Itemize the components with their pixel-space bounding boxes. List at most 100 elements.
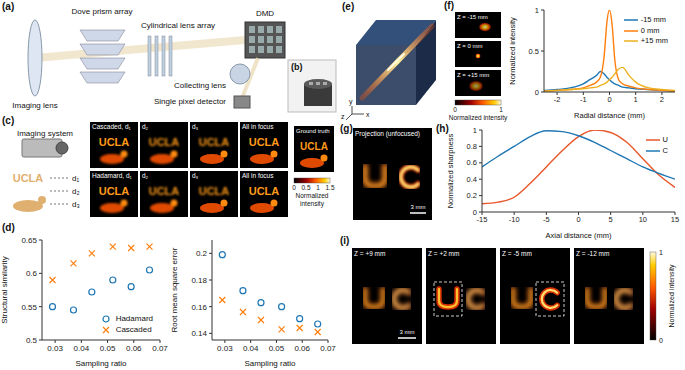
svg-text:0.5: 0.5 (529, 47, 539, 56)
svg-text:1: 1 (659, 249, 663, 256)
svg-text:UCLA: UCLA (249, 185, 280, 197)
svg-text:d₁: d₁ (72, 174, 79, 183)
svg-text:0.2: 0.2 (467, 191, 477, 200)
svg-text:1: 1 (535, 6, 539, 15)
svg-text:-5: -5 (543, 215, 550, 224)
svg-text:DMD: DMD (256, 9, 274, 18)
svg-text:z: z (341, 113, 345, 120)
svg-text:UCLA: UCLA (149, 136, 180, 148)
svg-text:0.5: 0.5 (26, 336, 38, 345)
svg-text:0.6: 0.6 (26, 269, 38, 278)
svg-text:UCLA: UCLA (249, 136, 280, 148)
svg-text:Imaging lens: Imaging lens (12, 101, 57, 110)
svg-text:Single pixel detector: Single pixel detector (154, 97, 226, 106)
svg-text:1: 1 (634, 95, 638, 104)
svg-text:d₂: d₂ (142, 172, 149, 179)
svg-text:Root mean square error: Root mean square error (170, 247, 179, 332)
svg-text:0.5: 0.5 (301, 184, 310, 191)
svg-text:intensity: intensity (300, 200, 325, 208)
svg-text:UCLA: UCLA (199, 136, 230, 148)
svg-text:Z = 0 mm: Z = 0 mm (457, 43, 483, 49)
svg-text:Structural similarity: Structural similarity (0, 256, 9, 324)
svg-text:0.2: 0.2 (196, 249, 208, 258)
svg-text:d₃: d₃ (192, 123, 199, 130)
svg-text:0.18: 0.18 (191, 276, 207, 285)
svg-text:(g): (g) (340, 123, 353, 134)
svg-text:0.65: 0.65 (21, 236, 37, 245)
svg-text:Imaging system: Imaging system (17, 129, 73, 138)
svg-text:3 mm: 3 mm (411, 204, 426, 210)
svg-text:2: 2 (660, 95, 664, 104)
svg-text:Z = -5 mm: Z = -5 mm (502, 250, 532, 257)
svg-text:0.07: 0.07 (320, 344, 336, 353)
svg-text:0.07: 0.07 (152, 344, 168, 353)
svg-text:Normalized intensity: Normalized intensity (508, 17, 517, 85)
svg-text:Sampling ratio: Sampling ratio (244, 359, 296, 368)
svg-text:d₃: d₃ (72, 200, 80, 209)
svg-text:Dove prism array: Dove prism array (72, 7, 133, 16)
svg-text:UCLA: UCLA (149, 185, 180, 197)
svg-text:UCLA: UCLA (99, 136, 130, 148)
svg-text:Z = +2 mm: Z = +2 mm (428, 250, 459, 257)
svg-text:Normalized intensity: Normalized intensity (449, 114, 508, 122)
svg-text:Normalized: Normalized (296, 192, 329, 199)
svg-text:1.5: 1.5 (325, 184, 334, 191)
svg-text:Z = +9 mm: Z = +9 mm (354, 250, 385, 257)
svg-text:Ground truth: Ground truth (296, 128, 330, 134)
svg-text:(i): (i) (340, 235, 349, 246)
svg-text:0.03: 0.03 (217, 344, 233, 353)
svg-text:UCLA: UCLA (99, 185, 130, 197)
svg-text:0.04: 0.04 (74, 344, 90, 353)
svg-text:0: 0 (473, 208, 477, 217)
svg-text:0: 0 (659, 337, 663, 344)
svg-text:5: 5 (609, 215, 613, 224)
svg-text:(h): (h) (436, 123, 449, 134)
svg-text:(f): (f) (444, 0, 454, 11)
svg-text:0.8: 0.8 (467, 142, 477, 151)
svg-text:All in focus: All in focus (242, 172, 274, 179)
svg-text:0.06: 0.06 (126, 344, 142, 353)
svg-text:Collecting lens: Collecting lens (174, 81, 226, 90)
svg-text:10: 10 (639, 215, 647, 224)
svg-text:(c): (c) (2, 115, 14, 126)
svg-text:UCLA: UCLA (13, 172, 44, 184)
svg-text:(a): (a) (2, 1, 14, 12)
svg-text:0.06: 0.06 (294, 344, 310, 353)
svg-text:-10: -10 (509, 215, 520, 224)
svg-text:Radial distance (mm): Radial distance (mm) (574, 111, 645, 120)
svg-text:(d): (d) (2, 222, 15, 233)
svg-text:1: 1 (499, 106, 503, 113)
svg-text:UCLA: UCLA (300, 141, 328, 152)
svg-text:0: 0 (576, 215, 580, 224)
svg-text:-15: -15 (477, 215, 488, 224)
svg-text:Cascaded, d₁: Cascaded, d₁ (92, 123, 131, 130)
svg-text:-1: -1 (580, 95, 587, 104)
svg-text:d₃: d₃ (192, 172, 199, 179)
svg-text:0.05: 0.05 (269, 344, 285, 353)
svg-text:0: 0 (453, 106, 457, 113)
svg-text:Z = +15 mm: Z = +15 mm (457, 72, 489, 78)
svg-text:0.05: 0.05 (100, 344, 116, 353)
svg-text:x: x (366, 111, 370, 118)
svg-text:-2: -2 (554, 95, 561, 104)
svg-text:Sampling ratio: Sampling ratio (75, 359, 127, 368)
svg-text:0: 0 (292, 184, 296, 191)
svg-text:Axial distance (mm): Axial distance (mm) (546, 231, 612, 240)
svg-text:Projection (unfocused): Projection (unfocused) (355, 130, 420, 138)
svg-text:d₂: d₂ (72, 187, 80, 196)
svg-text:0: 0 (607, 95, 611, 104)
svg-text:0.4: 0.4 (467, 175, 477, 184)
svg-text:(e): (e) (342, 1, 354, 12)
svg-text:0.03: 0.03 (47, 344, 63, 353)
svg-text:0.14: 0.14 (191, 329, 207, 338)
svg-text:3 mm: 3 mm (400, 329, 415, 335)
svg-text:0.04: 0.04 (243, 344, 259, 353)
svg-text:UCLA: UCLA (199, 185, 230, 197)
svg-text:15: 15 (671, 215, 679, 224)
svg-text:0.55: 0.55 (21, 303, 37, 312)
svg-text:Z = -15 mm: Z = -15 mm (457, 14, 488, 20)
svg-text:0.6: 0.6 (467, 158, 477, 167)
svg-text:Normalized sharpness: Normalized sharpness (446, 133, 455, 208)
svg-text:d₂: d₂ (142, 123, 149, 130)
svg-text:Normalized intensity: Normalized intensity (668, 264, 676, 328)
